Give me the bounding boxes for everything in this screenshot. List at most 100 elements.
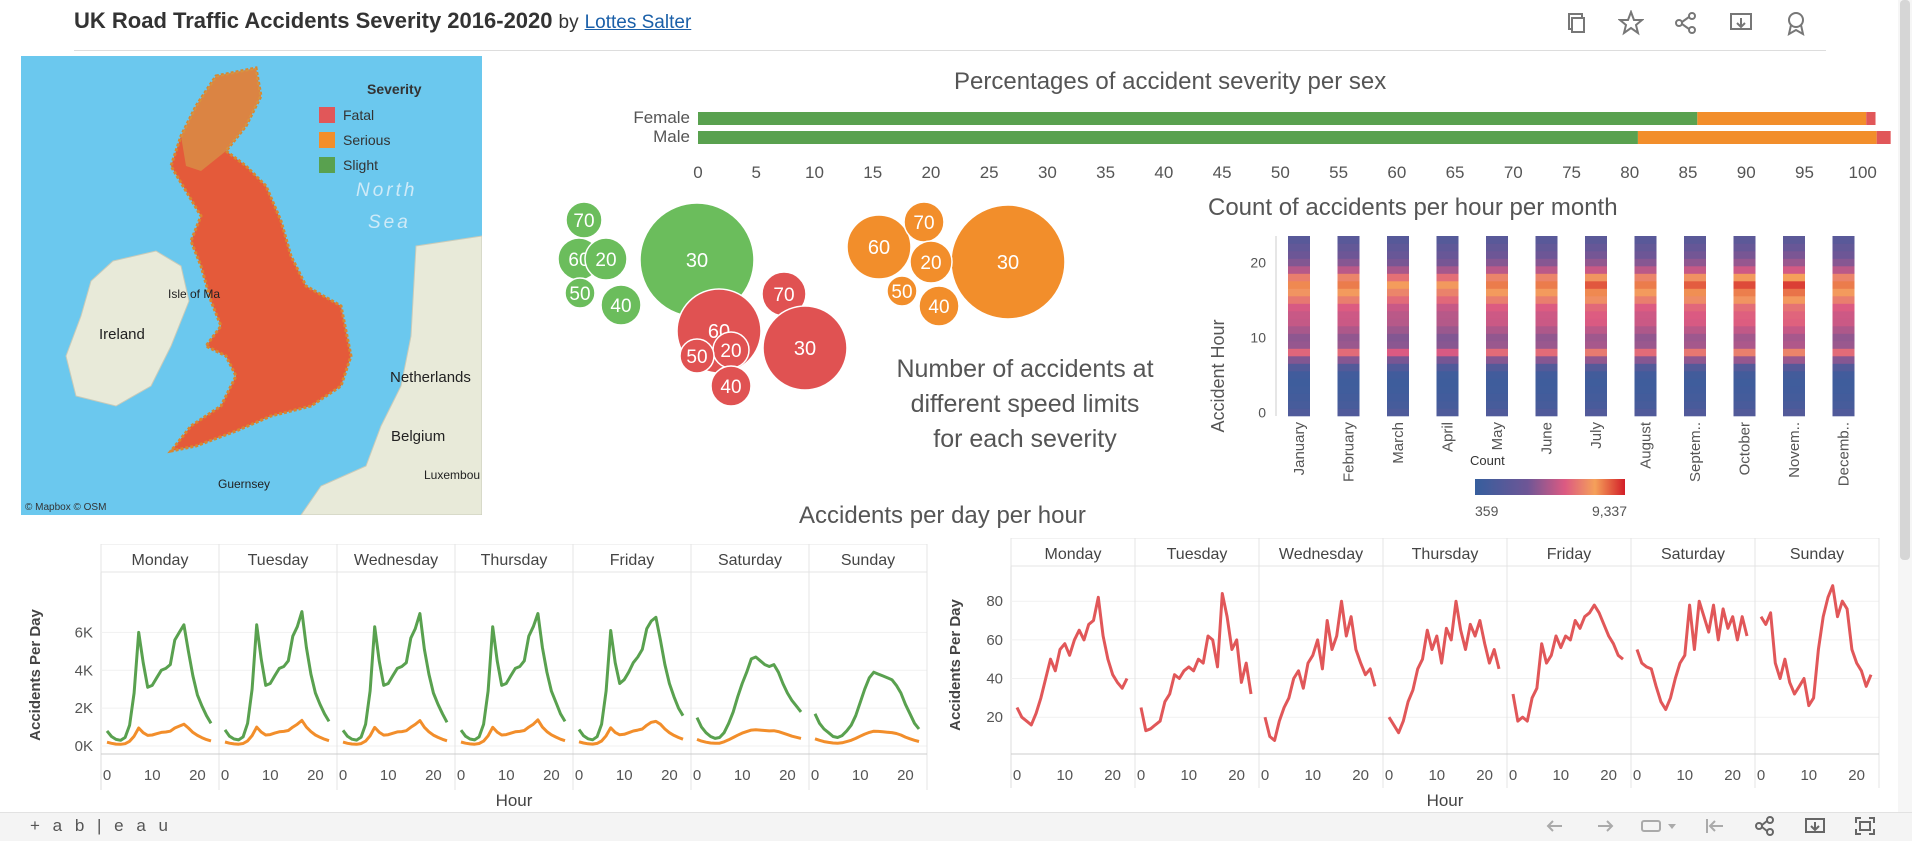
heatmap-cell[interactable] (1486, 266, 1508, 274)
sex-bar-female-slight[interactable] (698, 112, 1698, 125)
heatmap-cell[interactable] (1337, 386, 1360, 394)
heatmap-cell[interactable] (1783, 288, 1805, 297)
heatmap-cell[interactable] (1486, 243, 1508, 252)
heatmap-cell[interactable] (1585, 408, 1607, 417)
heatmap-cell[interactable] (1684, 288, 1706, 297)
heatmap-cell[interactable] (1684, 258, 1706, 267)
heatmap-cell[interactable] (1288, 333, 1310, 342)
bubble-serious-60[interactable] (846, 214, 912, 280)
heatmap-cell[interactable] (1387, 386, 1409, 394)
heatmap-cell[interactable] (1684, 281, 1706, 289)
heatmap-cell[interactable] (1535, 288, 1558, 297)
heatmap-cell[interactable] (1585, 333, 1607, 342)
panel-header-saturday[interactable] (690, 544, 810, 573)
heatmap-cell[interactable] (1733, 266, 1756, 274)
heatmap-cell[interactable] (1832, 281, 1855, 289)
heatmap-cell[interactable] (1733, 378, 1756, 387)
heatmap-cell[interactable] (1337, 333, 1360, 342)
heatmap-cell[interactable] (1535, 408, 1558, 417)
heatmap-cell[interactable] (1288, 273, 1310, 282)
heatmap-cell[interactable] (1436, 356, 1459, 364)
heatmap-cell[interactable] (1585, 243, 1607, 252)
heatmap-cell[interactable] (1684, 408, 1706, 417)
heatmap-cell[interactable] (1436, 408, 1459, 417)
line-fatal-monday[interactable] (1015, 595, 1129, 727)
line-fatal-saturday[interactable] (1635, 599, 1749, 711)
heatmap-cell[interactable] (1337, 393, 1360, 402)
heatmap-cell[interactable] (1535, 401, 1558, 409)
heatmap-cell[interactable] (1436, 326, 1459, 334)
heatmap-cell[interactable] (1486, 341, 1508, 349)
heatmap-cell[interactable] (1733, 311, 1756, 319)
heatmap-cell[interactable] (1387, 288, 1409, 297)
heatmap-cell[interactable] (1832, 326, 1855, 334)
heatmap-cell[interactable] (1288, 326, 1310, 334)
heatmap-cell[interactable] (1684, 311, 1706, 319)
heatmap-cell[interactable] (1634, 341, 1657, 349)
heatmap-cell[interactable] (1387, 408, 1409, 417)
heatmap-cell[interactable] (1535, 341, 1558, 349)
heatmap-cell[interactable] (1387, 266, 1409, 274)
heatmap-cell[interactable] (1288, 311, 1310, 319)
heatmap-cell[interactable] (1634, 303, 1657, 312)
heatmap-cell[interactable] (1832, 393, 1855, 402)
heatmap-cell[interactable] (1535, 303, 1558, 312)
heatmap-cell[interactable] (1684, 326, 1706, 334)
heatmap-cell[interactable] (1337, 273, 1360, 282)
heatmap-cell[interactable] (1733, 363, 1756, 372)
heatmap-cell[interactable] (1387, 401, 1409, 409)
heatmap-cell[interactable] (1535, 236, 1558, 244)
heatmap-cell[interactable] (1684, 348, 1706, 357)
heatmap-cell[interactable] (1436, 296, 1459, 304)
bubble-slight-70[interactable] (565, 201, 603, 239)
heatmap-cell[interactable] (1684, 401, 1706, 409)
heatmap-cell[interactable] (1337, 288, 1360, 297)
heatmap-cell[interactable] (1783, 356, 1805, 364)
heatmap-cell[interactable] (1337, 311, 1360, 319)
heatmap-cell[interactable] (1535, 318, 1558, 327)
share-icon[interactable] (1673, 10, 1699, 36)
heatmap-cell[interactable] (1585, 363, 1607, 372)
severity-map[interactable]: Severity Fatal Serious Slight North Sea … (21, 56, 482, 515)
heatmap-cell[interactable] (1387, 296, 1409, 304)
heatmap-cell[interactable] (1783, 303, 1805, 312)
heatmap-cell[interactable] (1832, 363, 1855, 372)
heatmap-cell[interactable] (1436, 318, 1459, 327)
heatmap-cell[interactable] (1733, 273, 1756, 282)
heatmap-cell[interactable] (1832, 371, 1855, 379)
heatmap-cell[interactable] (1783, 363, 1805, 372)
heatmap-cell[interactable] (1535, 393, 1558, 402)
heatmap-cell[interactable] (1486, 318, 1508, 327)
heatmap-cell[interactable] (1436, 363, 1459, 372)
heatmap-cell[interactable] (1387, 311, 1409, 319)
heatmap-cell[interactable] (1387, 363, 1409, 372)
heatmap-cell[interactable] (1337, 258, 1360, 267)
heatmap-cell[interactable] (1832, 318, 1855, 327)
heatmap-cell[interactable] (1585, 393, 1607, 402)
heatmap-cell[interactable] (1535, 281, 1558, 289)
heatmap-cell[interactable] (1387, 303, 1409, 312)
heatmap-cell[interactable] (1288, 318, 1310, 327)
sex-bar-male-fatal[interactable] (1876, 131, 1891, 144)
heatmap-cell[interactable] (1288, 258, 1310, 267)
heatmap-cell[interactable] (1436, 243, 1459, 252)
heatmap-cell[interactable] (1733, 236, 1756, 244)
heatmap-cell[interactable] (1436, 378, 1459, 387)
heatmap-cell[interactable] (1634, 393, 1657, 402)
heatmap-cell[interactable] (1783, 333, 1805, 342)
heatmap-cell[interactable] (1634, 251, 1657, 259)
heatmap-cell[interactable] (1684, 318, 1706, 327)
duplicate-icon[interactable] (1563, 10, 1589, 36)
heatmap-cell[interactable] (1486, 303, 1508, 312)
heatmap-cell[interactable] (1684, 251, 1706, 259)
heatmap-cell[interactable] (1634, 333, 1657, 342)
badge-icon[interactable] (1783, 10, 1809, 36)
sex-bar-female-serious[interactable] (1697, 112, 1867, 125)
heatmap-cell[interactable] (1535, 363, 1558, 372)
heatmap-cell[interactable] (1783, 281, 1805, 289)
heatmap-cell[interactable] (1783, 393, 1805, 402)
heatmap-cell[interactable] (1288, 243, 1310, 252)
bubble-serious-20[interactable] (909, 240, 953, 284)
heatmap-cell[interactable] (1634, 371, 1657, 379)
